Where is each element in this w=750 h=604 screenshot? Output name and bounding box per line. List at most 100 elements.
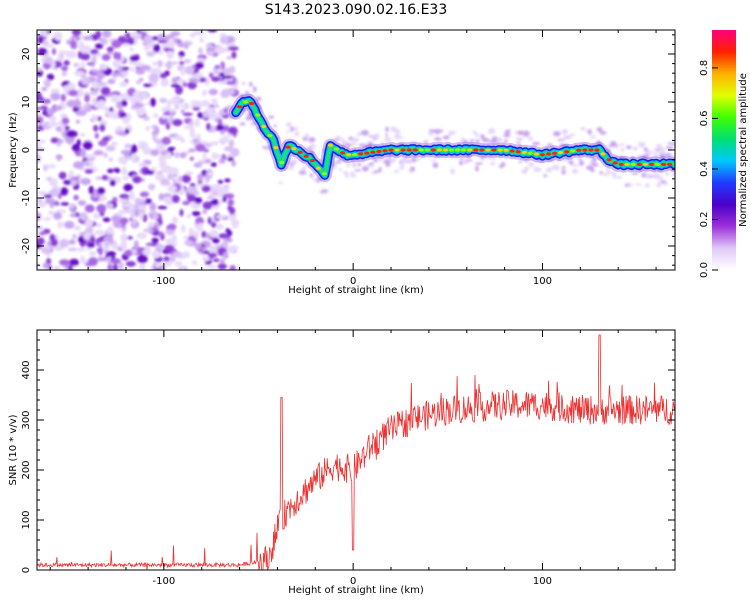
noise-blob: [207, 216, 212, 225]
noise-blob: [57, 193, 62, 199]
noise-blob: [142, 146, 153, 155]
noise-blob: [64, 220, 75, 229]
noise-blob: [107, 225, 114, 235]
noise-blob: [68, 89, 79, 97]
noise-blob: [60, 202, 70, 206]
ridge-hotspot: [297, 150, 303, 154]
faint-blob: [613, 145, 619, 149]
noise-blob: [164, 61, 173, 69]
noise-blob: [178, 61, 185, 65]
noise-blob: [120, 241, 128, 250]
faint-blob: [401, 159, 408, 163]
noise-blob: [44, 56, 53, 65]
noise-blob: [75, 119, 81, 124]
noise-blob: [97, 256, 106, 262]
noise-blob: [61, 117, 70, 125]
noise-blob: [93, 150, 104, 156]
noise-blob: [159, 97, 168, 103]
faint-blob: [358, 143, 367, 147]
noise-blob: [155, 243, 165, 250]
noise-blob: [53, 211, 62, 220]
noise-blob: [69, 203, 75, 211]
noise-blob: [66, 83, 74, 90]
noise-blob: [38, 231, 47, 236]
noise-blob: [79, 211, 88, 221]
noise-blob: [74, 98, 81, 108]
noise-blob: [228, 126, 238, 135]
faint-blob: [252, 86, 257, 93]
noise-blob: [219, 36, 230, 45]
noise-blob: [148, 73, 160, 83]
noise-blob: [102, 30, 112, 38]
noise-blob: [152, 132, 157, 142]
noise-blob: [41, 87, 48, 92]
ridge-hotspot: [382, 149, 388, 153]
ridge-hotspot: [358, 152, 364, 156]
faint-blob: [618, 143, 625, 146]
noise-blob: [47, 121, 58, 128]
noise-blob: [152, 61, 157, 66]
noise-blob: [209, 141, 220, 146]
colorbar-tick-label: 0.6: [699, 110, 710, 126]
noise-blob: [68, 239, 76, 245]
faint-blob: [412, 142, 418, 145]
noise-blob: [195, 216, 204, 226]
faint-blob: [665, 171, 669, 177]
noise-blob: [88, 257, 98, 267]
noise-blob: [180, 137, 186, 144]
noise-blob: [151, 237, 159, 244]
faint-blob: [342, 171, 349, 175]
ridge-hotspot: [279, 160, 285, 165]
noise-blob: [37, 116, 44, 124]
faint-blob: [517, 144, 523, 148]
ridge-hotspot: [618, 162, 624, 166]
faint-blob: [591, 163, 599, 167]
noise-blob: [37, 47, 48, 56]
noise-blob: [128, 191, 135, 201]
noise-blob: [111, 72, 118, 78]
noise-blob: [99, 124, 106, 132]
faint-blob: [557, 138, 565, 142]
ridge-hotspot: [576, 148, 582, 152]
ridge-hotspot: [400, 148, 406, 152]
snr-ytick-label: 100: [21, 510, 32, 529]
spectrogram-noise: [37, 30, 240, 270]
noise-blob: [88, 185, 94, 195]
faint-blob: [527, 137, 534, 141]
noise-blob: [191, 79, 200, 84]
faint-blob: [504, 139, 508, 144]
noise-blob: [128, 217, 133, 222]
noise-blob: [44, 43, 55, 48]
faint-blob: [360, 129, 369, 136]
noise-blob: [201, 185, 211, 193]
noise-blob: [63, 60, 70, 66]
faint-blob: [561, 156, 570, 162]
noise-blob: [145, 125, 151, 131]
faint-blob: [344, 146, 350, 149]
faint-blob: [503, 133, 511, 138]
ridge-hotspot: [436, 148, 443, 152]
colorbar-tick-label: 0.8: [699, 60, 710, 76]
noise-blob: [149, 202, 157, 212]
noise-blob: [190, 100, 201, 105]
noise-blob: [80, 61, 85, 71]
noise-blob: [179, 104, 190, 108]
noise-blob: [197, 222, 203, 231]
faint-blob: [607, 170, 611, 176]
noise-blob: [223, 146, 234, 152]
ridge-hotspot: [406, 148, 412, 152]
noise-blob: [152, 113, 159, 118]
faint-blob: [660, 150, 666, 153]
faint-blob: [665, 146, 674, 150]
noise-blob: [95, 43, 104, 49]
faint-blob: [603, 172, 608, 176]
noise-blob: [67, 247, 78, 252]
ridge-hotspot: [412, 148, 418, 152]
faint-blob: [380, 141, 385, 144]
ridge-hotspot: [303, 154, 309, 158]
ridge-hotspot: [558, 150, 564, 155]
noise-blob: [231, 147, 240, 157]
noise-blob: [108, 107, 114, 112]
noise-blob: [229, 264, 236, 270]
spectrogram-xtick-label: 100: [533, 276, 552, 287]
